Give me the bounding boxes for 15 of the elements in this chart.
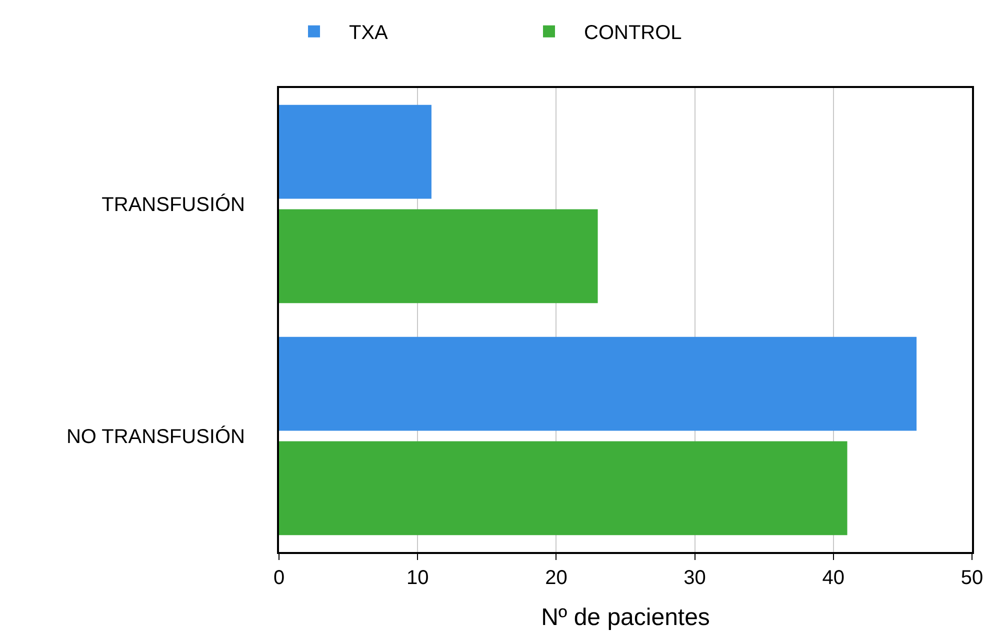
legend-label: TXA [349, 22, 389, 44]
x-axis-title: Nº de pacientes [541, 604, 710, 631]
bar [279, 209, 598, 304]
x-tick-label: 40 [822, 567, 845, 589]
x-tick-label: 20 [545, 567, 568, 589]
x-tick-label: 10 [406, 567, 429, 589]
y-tick-label: TRANSFUSIÓN [102, 193, 245, 216]
x-tick-label: 0 [273, 567, 285, 589]
bar [279, 104, 432, 199]
y-tick-label: NO TRANSFUSIÓN [66, 425, 245, 448]
x-tick-label: 50 [960, 567, 984, 589]
legend-label: CONTROL [584, 22, 682, 44]
x-tick-label: 30 [684, 567, 706, 589]
bar [279, 336, 917, 431]
bar [279, 441, 848, 536]
